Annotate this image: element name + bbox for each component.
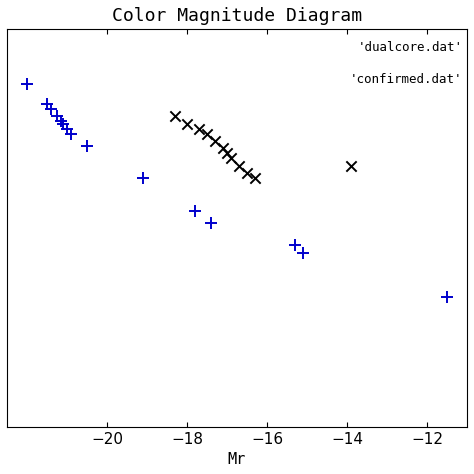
Point [219, 145, 227, 152]
Point [347, 162, 355, 170]
Point [23, 80, 31, 88]
Point [191, 207, 199, 214]
Point [203, 130, 211, 137]
Text: 'confirmed.dat': 'confirmed.dat' [350, 73, 463, 86]
Point [299, 249, 307, 256]
Point [57, 118, 65, 125]
Point [63, 125, 71, 132]
Point [211, 137, 219, 145]
Text: 'dualcore.dat': 'dualcore.dat' [357, 41, 463, 54]
Point [171, 112, 179, 120]
X-axis label: Mr: Mr [228, 452, 246, 467]
Point [223, 150, 231, 157]
Point [43, 100, 51, 108]
Point [139, 174, 147, 182]
Point [443, 294, 451, 301]
Point [53, 112, 61, 120]
Point [59, 120, 67, 128]
Point [227, 155, 235, 162]
Point [183, 120, 191, 128]
Point [47, 105, 55, 112]
Point [67, 130, 75, 137]
Point [291, 242, 299, 249]
Point [207, 219, 215, 227]
Point [243, 170, 251, 177]
Title: Color Magnitude Diagram: Color Magnitude Diagram [112, 7, 362, 25]
Point [83, 142, 91, 150]
Point [235, 162, 243, 170]
Point [195, 125, 203, 132]
Point [251, 174, 259, 182]
